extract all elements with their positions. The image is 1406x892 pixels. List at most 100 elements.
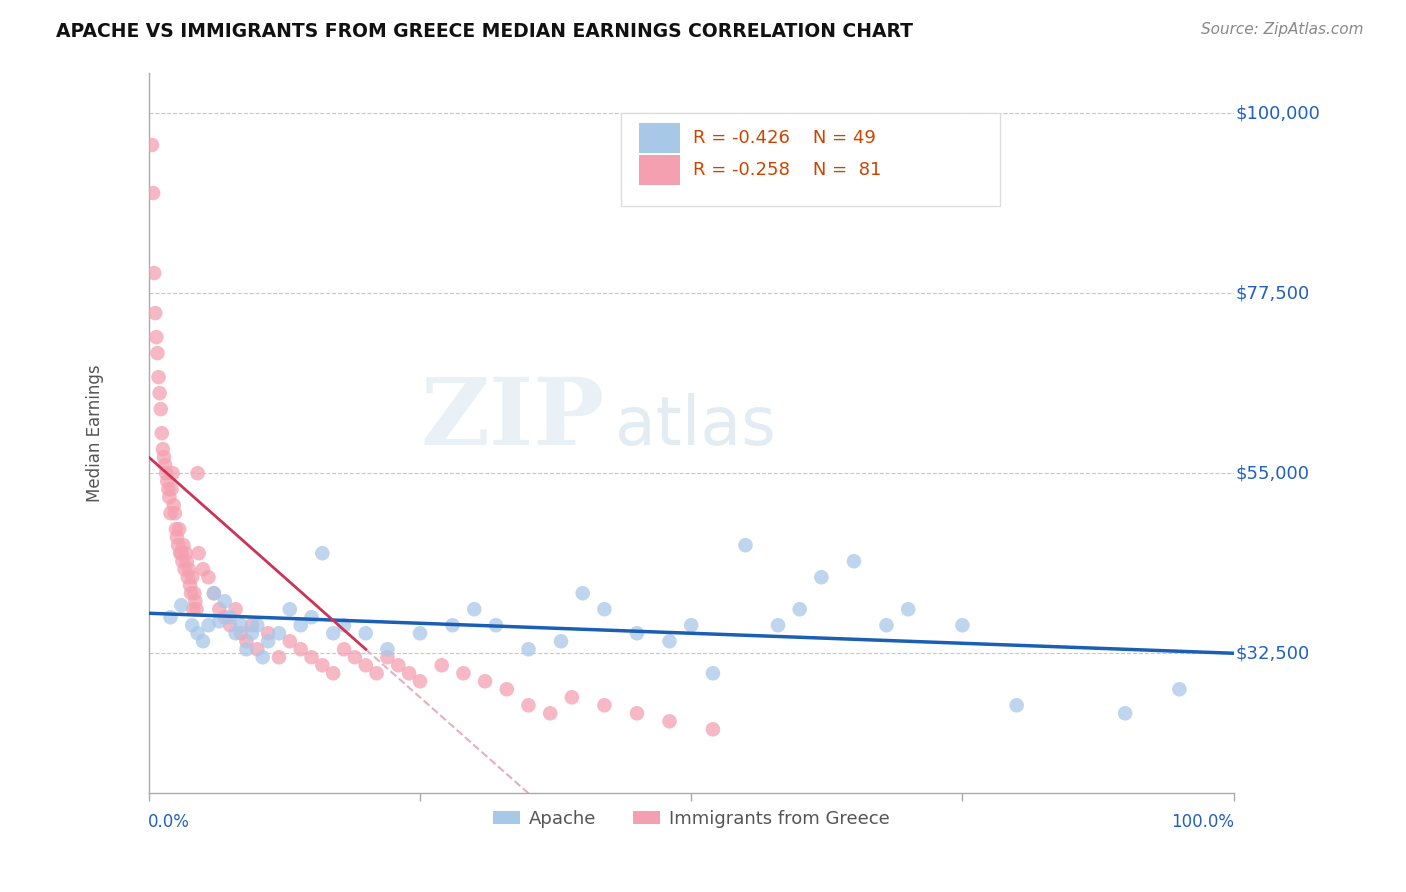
Point bbox=[179, 578, 201, 592]
Point bbox=[626, 706, 648, 721]
Point bbox=[142, 186, 165, 200]
Point bbox=[149, 386, 172, 401]
FancyBboxPatch shape bbox=[640, 155, 681, 186]
Point bbox=[333, 642, 356, 657]
Point bbox=[766, 618, 789, 632]
Point bbox=[301, 610, 323, 624]
Text: $77,500: $77,500 bbox=[1236, 284, 1310, 302]
Point bbox=[430, 658, 453, 673]
Point bbox=[240, 626, 263, 640]
Point bbox=[208, 614, 231, 628]
Text: $32,500: $32,500 bbox=[1236, 644, 1310, 662]
Point bbox=[157, 490, 180, 504]
Point bbox=[453, 666, 475, 681]
Point bbox=[153, 450, 176, 465]
Point bbox=[208, 602, 231, 616]
Point bbox=[165, 522, 187, 536]
Point bbox=[219, 610, 242, 624]
Legend: Apache, Immigrants from Greece: Apache, Immigrants from Greece bbox=[485, 802, 897, 835]
Point bbox=[163, 498, 186, 512]
Point bbox=[842, 554, 865, 568]
Text: 100.0%: 100.0% bbox=[1171, 814, 1233, 831]
Point bbox=[174, 546, 197, 560]
Point bbox=[229, 626, 252, 640]
Point bbox=[235, 634, 257, 648]
Text: ZIP: ZIP bbox=[420, 374, 605, 464]
Point bbox=[162, 466, 184, 480]
Point bbox=[702, 723, 724, 737]
Point bbox=[366, 666, 388, 681]
Point bbox=[156, 474, 179, 488]
Point bbox=[146, 346, 169, 360]
Point bbox=[166, 530, 188, 544]
Point bbox=[246, 642, 269, 657]
Point bbox=[229, 618, 252, 632]
Point bbox=[377, 650, 399, 665]
Point bbox=[290, 642, 312, 657]
Point bbox=[658, 714, 681, 729]
Point bbox=[167, 522, 190, 536]
Point bbox=[1005, 698, 1028, 713]
Point bbox=[191, 562, 214, 576]
Point bbox=[191, 634, 214, 648]
Point bbox=[202, 586, 225, 600]
Point bbox=[333, 618, 356, 632]
Point bbox=[517, 698, 540, 713]
Point bbox=[252, 650, 274, 665]
Point bbox=[409, 626, 432, 640]
Point bbox=[177, 570, 200, 584]
Text: $55,000: $55,000 bbox=[1236, 464, 1310, 483]
Point bbox=[181, 618, 204, 632]
Point bbox=[810, 570, 832, 584]
Point bbox=[225, 602, 247, 616]
Point bbox=[311, 658, 333, 673]
Text: R = -0.258    N =  81: R = -0.258 N = 81 bbox=[693, 161, 882, 179]
Point bbox=[278, 602, 301, 616]
Point bbox=[148, 370, 170, 384]
Point bbox=[143, 306, 166, 320]
Point bbox=[181, 570, 204, 584]
Text: Median Earnings: Median Earnings bbox=[86, 364, 104, 502]
Point bbox=[169, 546, 191, 560]
Point bbox=[172, 554, 194, 568]
Point bbox=[150, 426, 173, 441]
Point bbox=[626, 626, 648, 640]
Point bbox=[702, 666, 724, 681]
Point bbox=[322, 626, 344, 640]
Text: $100,000: $100,000 bbox=[1236, 104, 1320, 122]
Point bbox=[495, 682, 517, 697]
Point bbox=[170, 546, 193, 560]
Point bbox=[143, 266, 166, 280]
Point bbox=[152, 442, 174, 457]
Point bbox=[387, 658, 409, 673]
Point bbox=[225, 626, 247, 640]
Point bbox=[538, 706, 561, 721]
Point bbox=[278, 634, 301, 648]
Point bbox=[187, 546, 209, 560]
Text: R = -0.426    N = 49: R = -0.426 N = 49 bbox=[693, 128, 876, 147]
Point bbox=[658, 634, 681, 648]
Point bbox=[952, 618, 974, 632]
Point bbox=[1114, 706, 1136, 721]
Point bbox=[163, 506, 186, 520]
Point bbox=[561, 690, 583, 705]
Point bbox=[441, 618, 464, 632]
Point bbox=[301, 650, 323, 665]
Point bbox=[897, 602, 920, 616]
Point bbox=[141, 138, 163, 153]
Point bbox=[145, 330, 167, 344]
Point bbox=[214, 610, 236, 624]
Point bbox=[789, 602, 811, 616]
Text: Source: ZipAtlas.com: Source: ZipAtlas.com bbox=[1201, 22, 1364, 37]
Point bbox=[257, 634, 280, 648]
Point bbox=[153, 458, 176, 473]
Point bbox=[197, 570, 219, 584]
Point bbox=[159, 610, 181, 624]
Point bbox=[681, 618, 703, 632]
Point bbox=[517, 642, 540, 657]
Point bbox=[177, 562, 200, 576]
Point bbox=[160, 482, 183, 496]
Point bbox=[246, 618, 269, 632]
Point bbox=[184, 594, 207, 608]
Point bbox=[593, 602, 616, 616]
